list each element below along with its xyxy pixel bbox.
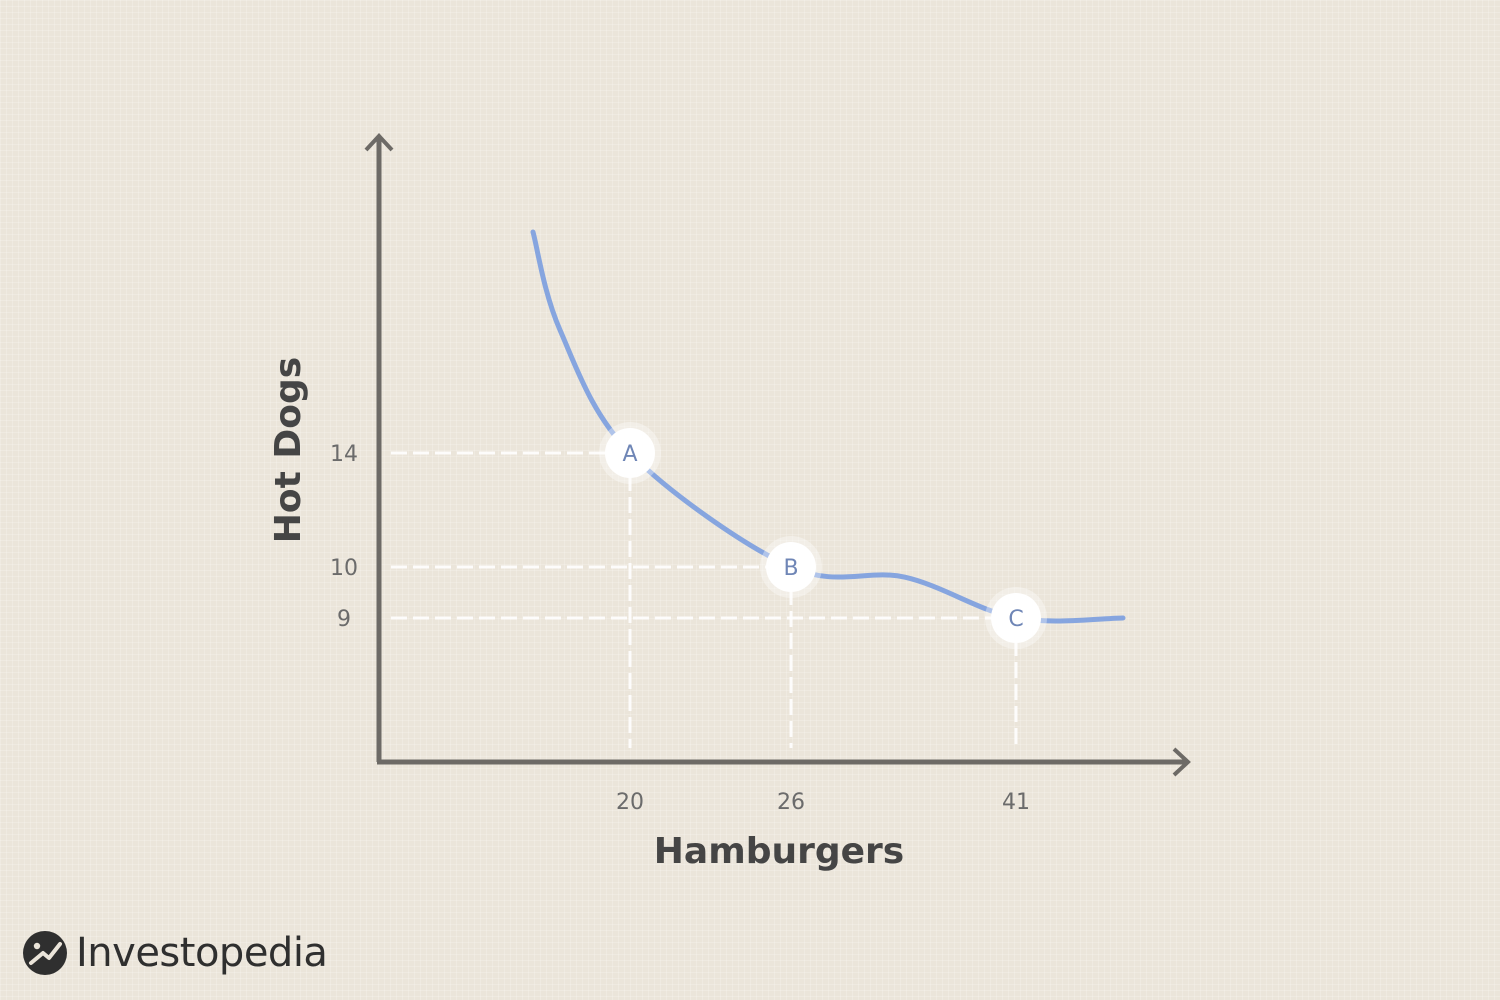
- point-marker-b: [766, 542, 816, 592]
- point-label-b: B: [783, 556, 798, 581]
- x-tick-label: 41: [1002, 790, 1030, 815]
- guide-lines: [391, 451, 1018, 748]
- point-marker-a: [605, 428, 655, 478]
- point-label-c: C: [1008, 607, 1023, 632]
- y-axis-arrow-icon: [364, 133, 394, 152]
- x-tick-label: 26: [777, 790, 805, 815]
- brand-name: Investopedia: [76, 930, 328, 976]
- point-markers: A B C: [599, 422, 1047, 649]
- point-marker-c: [991, 593, 1041, 643]
- y-tick-label: 9: [337, 607, 351, 632]
- y-tick-label: 10: [330, 556, 358, 581]
- x-tick-label: 20: [616, 790, 644, 815]
- y-tick-labels: 14 10 9: [330, 442, 358, 632]
- x-tick-labels: 20 26 41: [616, 790, 1030, 815]
- y-axis-title: Hot Dogs: [268, 357, 309, 543]
- investopedia-logo-icon: [23, 931, 67, 975]
- y-tick-label: 14: [330, 442, 358, 467]
- point-label-a: A: [622, 442, 637, 467]
- x-axis-arrow-icon: [1172, 747, 1191, 777]
- investopedia-logo: Investopedia: [22, 930, 328, 976]
- x-axis-title: Hamburgers: [654, 831, 904, 872]
- axes: [364, 133, 1191, 777]
